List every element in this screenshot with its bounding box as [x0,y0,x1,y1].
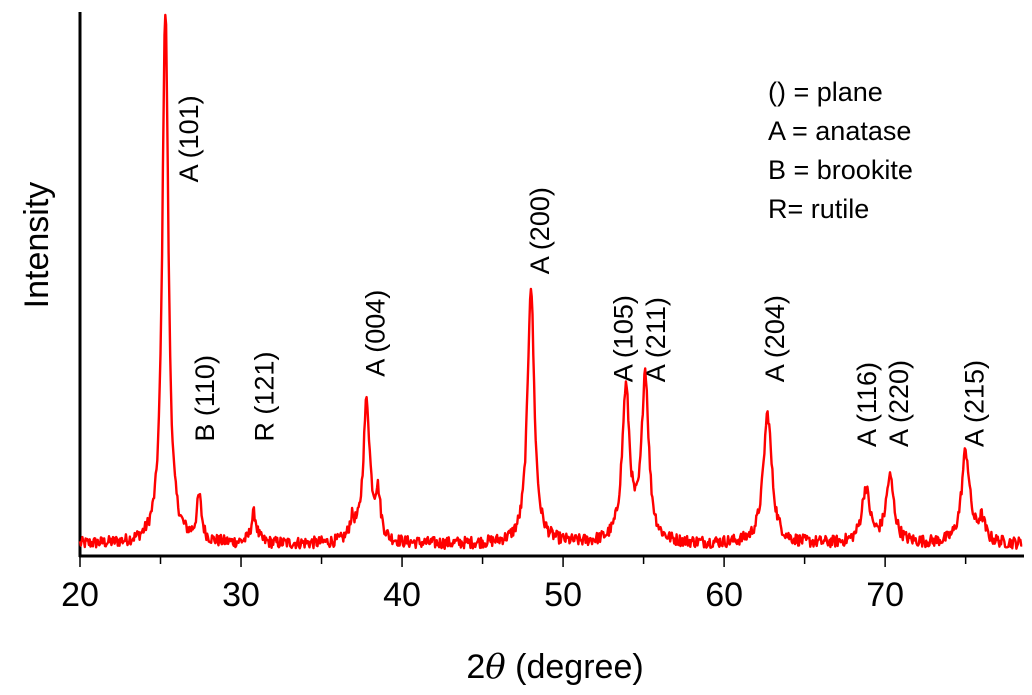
y-axis-title: Intensity [18,182,56,309]
legend: () = plane A = anatase B = brookite R= ruti… [768,77,913,224]
x-axis-title-suffix: (degree) [506,648,644,686]
series-layer [78,13,1023,550]
x-tick-label: 50 [544,576,582,614]
legend-entry: R= rutile [768,194,869,224]
xrd-series-line [78,13,1023,550]
axes: 20 30 40 50 60 70 [61,12,1024,614]
peak-label: A (220) [884,360,914,447]
theta-symbol: θ [485,647,505,687]
peak-label: A (105) [609,295,639,382]
peak-label: A (101) [174,95,204,182]
peak-annotations: A (101) B (110) R (121) A (004) A (200) A (10… [174,95,990,447]
x-tick-label: 60 [705,576,743,614]
peak-label: A (211) [641,297,671,382]
peak-label: A (204) [760,295,790,382]
x-axis-title: 2θ (degree) [466,647,643,687]
legend-entry: A = anatase [768,116,911,146]
legend-entry: () = plane [768,77,883,107]
legend-entry: B = brookite [768,155,913,185]
peak-label: A (215) [960,360,990,447]
peak-label: A (004) [361,290,391,377]
x-tick-label: 40 [383,576,421,614]
peak-label: A (116) [852,362,882,447]
x-tick-label: 20 [61,576,99,614]
peak-label: R (121) [250,352,280,442]
x-axis-title-prefix: 2 [466,648,485,686]
peak-label: B (110) [190,355,220,442]
peak-label: A (200) [525,187,555,274]
x-tick-label: 30 [222,576,260,614]
x-tick-label: 70 [866,576,904,614]
